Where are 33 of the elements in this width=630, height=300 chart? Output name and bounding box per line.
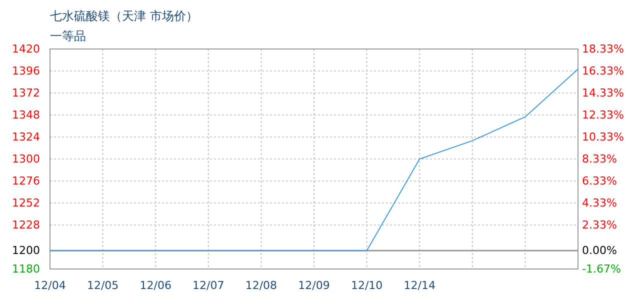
y-tick-label: 1348: [12, 108, 40, 122]
y2-tick-label: 12.33%: [582, 108, 624, 122]
y-tick-label: 1420: [12, 42, 40, 56]
y-tick-label: 1276: [12, 174, 40, 188]
x-tick-label: 12/06: [140, 278, 172, 292]
x-tick-label: 12/05: [86, 278, 119, 292]
y2-tick-label: 2.33%: [582, 218, 617, 232]
line-series: [50, 68, 578, 252]
y2-tick-label: 10.33%: [582, 130, 624, 144]
y-tick-label: 1300: [12, 152, 40, 166]
x-tick-label: 12/10: [350, 278, 383, 292]
chart-title: 七水硫酸镁（天津 市场价）: [50, 9, 198, 23]
chart-subtitle: 一等品: [50, 29, 86, 43]
x-tick-label: 12/08: [245, 278, 278, 292]
y2-tick-label: 6.33%: [582, 174, 617, 188]
y-tick-label: 1372: [12, 86, 40, 100]
y2-tick-label: 8.33%: [582, 152, 617, 166]
y-tick-label: 1324: [12, 130, 40, 144]
y-tick-label: 1200: [12, 244, 40, 258]
y-tick-label: 1252: [12, 196, 40, 210]
y-tick-label: 1180: [12, 262, 40, 276]
y-tick-label: 1396: [12, 64, 40, 78]
y2-tick-label: 4.33%: [582, 196, 617, 210]
y2-tick-label: 18.33%: [582, 42, 624, 56]
x-tick-label: 12/04: [34, 278, 66, 292]
x-tick-label: 12/09: [298, 278, 330, 292]
y2-tick-label: 14.33%: [582, 86, 624, 100]
y-tick-label: 1228: [12, 218, 40, 232]
x-tick-label: 12/14: [404, 278, 436, 292]
y2-tick-label: 0.00%: [582, 244, 617, 258]
y2-tick-label: 16.33%: [582, 64, 624, 78]
x-tick-label: 12/07: [192, 278, 224, 292]
y2-tick-label: -1.67%: [582, 262, 621, 276]
